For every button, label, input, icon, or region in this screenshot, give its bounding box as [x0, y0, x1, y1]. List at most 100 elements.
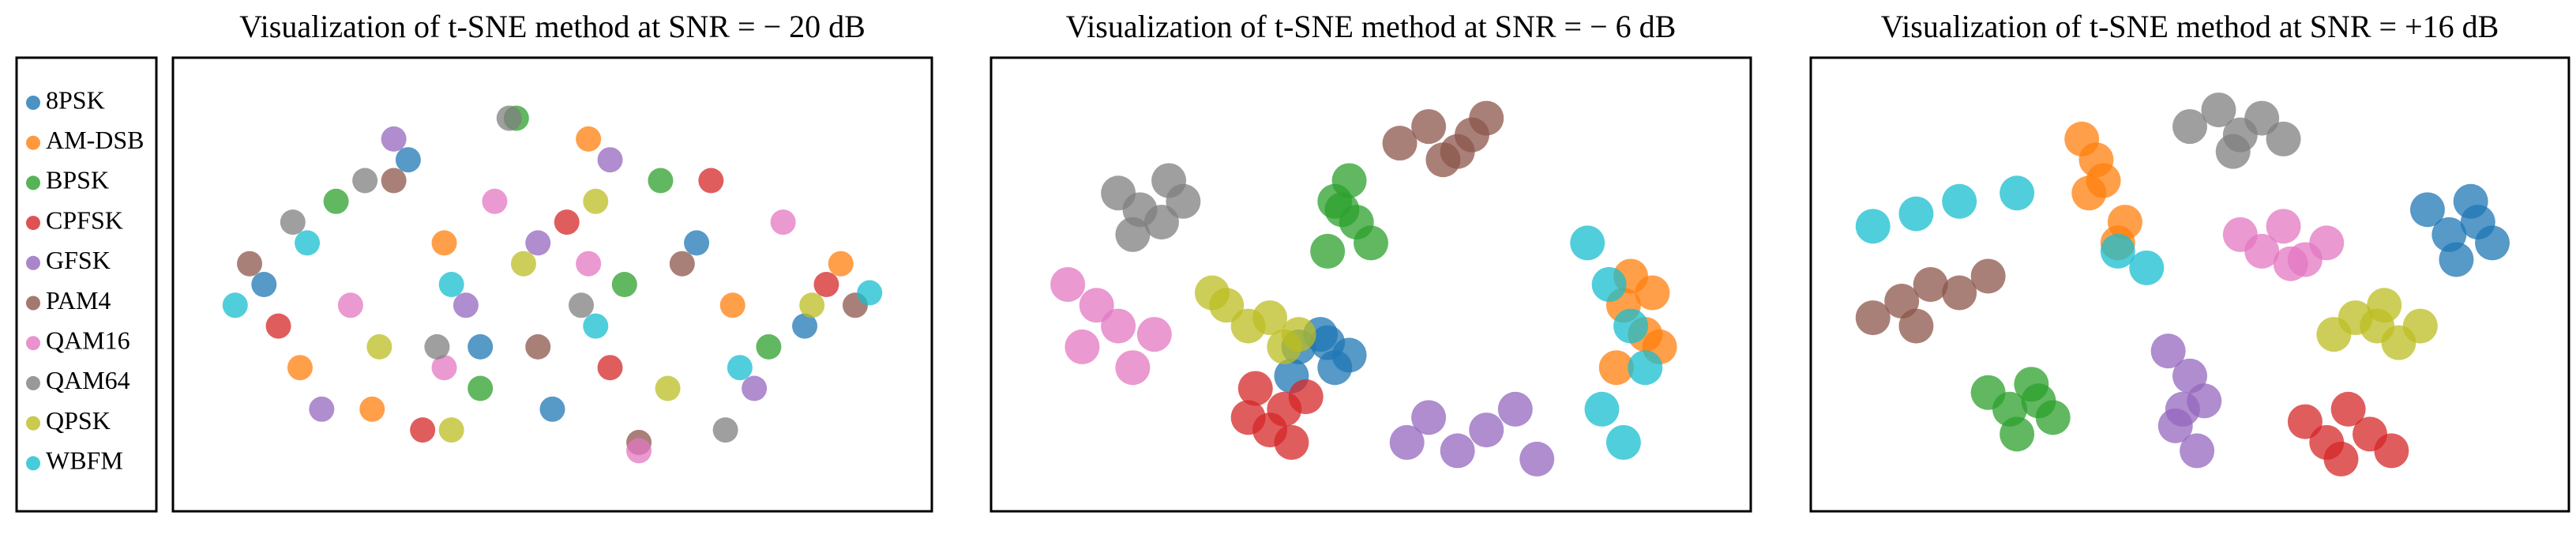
- point: [1115, 350, 1151, 386]
- point: [237, 251, 263, 277]
- point: [813, 272, 839, 297]
- point: [438, 272, 464, 297]
- legend-label: QPSK: [46, 406, 111, 435]
- point: [2409, 192, 2445, 228]
- point: [2273, 246, 2308, 281]
- point: [792, 313, 818, 339]
- point: [2287, 404, 2323, 439]
- point: [1613, 308, 1649, 344]
- point: [727, 355, 753, 381]
- point: [1310, 325, 1346, 360]
- point: [2021, 383, 2056, 419]
- point: [1598, 350, 1634, 386]
- point: [712, 417, 738, 443]
- point: [2000, 416, 2035, 452]
- point: [1382, 126, 1418, 161]
- point: [742, 375, 768, 401]
- point: [1115, 217, 1151, 252]
- point: [1267, 329, 1302, 364]
- point: [410, 417, 436, 443]
- point: [576, 251, 602, 277]
- point: [2323, 441, 2359, 477]
- point: [2129, 250, 2165, 285]
- point: [1855, 209, 1891, 244]
- legend-marker: [26, 416, 40, 431]
- legend-marker: [26, 175, 40, 190]
- point: [2439, 242, 2474, 277]
- point: [1194, 275, 1230, 311]
- point: [2201, 92, 2236, 128]
- legend-label: GFSK: [46, 246, 111, 274]
- point: [381, 126, 407, 152]
- legend-marker: [26, 456, 40, 471]
- point: [1898, 196, 1934, 232]
- legend-label: QAM64: [46, 366, 130, 394]
- point: [1942, 275, 1977, 311]
- point: [1469, 413, 1504, 448]
- point: [2071, 175, 2107, 211]
- legend-marker: [26, 375, 40, 390]
- point: [669, 251, 695, 277]
- point: [468, 375, 494, 401]
- legend-label: 8PSK: [46, 85, 105, 114]
- plot-frame: [989, 56, 1752, 513]
- point: [611, 272, 637, 297]
- point: [569, 292, 595, 318]
- point: [1440, 433, 1475, 469]
- point: [424, 333, 450, 360]
- point: [2367, 288, 2402, 323]
- point: [1252, 300, 1288, 336]
- point: [1331, 163, 1367, 198]
- point: [1050, 267, 1086, 302]
- point: [1411, 109, 1447, 145]
- point: [1151, 163, 1187, 198]
- point: [576, 126, 602, 152]
- point: [2244, 100, 2280, 136]
- legend-marker: [26, 135, 40, 150]
- point: [1230, 400, 1266, 435]
- point: [525, 333, 551, 360]
- legend-marker: [26, 336, 40, 351]
- point: [1389, 424, 1425, 460]
- point: [1584, 391, 1620, 427]
- point: [366, 333, 392, 360]
- point: [510, 251, 536, 277]
- point: [359, 396, 385, 422]
- point: [1454, 117, 1489, 153]
- point: [2165, 391, 2200, 427]
- point: [1913, 267, 1948, 302]
- point: [525, 230, 551, 256]
- point: [648, 168, 674, 194]
- point: [337, 292, 363, 318]
- point: [1855, 300, 1891, 336]
- point: [1411, 400, 1447, 435]
- point: [1237, 371, 1273, 406]
- point: [381, 168, 407, 194]
- legend-marker: [26, 96, 40, 110]
- point: [1635, 275, 1670, 311]
- point: [452, 292, 479, 318]
- point: [295, 230, 321, 256]
- point: [684, 230, 710, 256]
- point: [1324, 192, 1360, 228]
- point: [583, 188, 609, 214]
- point: [2100, 233, 2135, 269]
- point: [2309, 225, 2345, 261]
- point: [2460, 205, 2495, 240]
- point: [431, 355, 457, 381]
- point: [2215, 134, 2251, 169]
- point: [265, 313, 291, 339]
- point: [1942, 183, 1977, 219]
- point: [1288, 379, 1324, 415]
- point: [626, 438, 652, 464]
- point: [756, 333, 782, 360]
- point: [1591, 267, 1627, 302]
- point: [539, 396, 565, 422]
- point: [719, 292, 745, 318]
- point: [554, 209, 580, 235]
- point: [2172, 109, 2207, 145]
- plot-frame: [171, 56, 933, 513]
- chart-title: Visualization of t-SNE method at SNR = +…: [1881, 9, 2499, 44]
- point: [2330, 391, 2366, 427]
- point: [1628, 350, 1663, 386]
